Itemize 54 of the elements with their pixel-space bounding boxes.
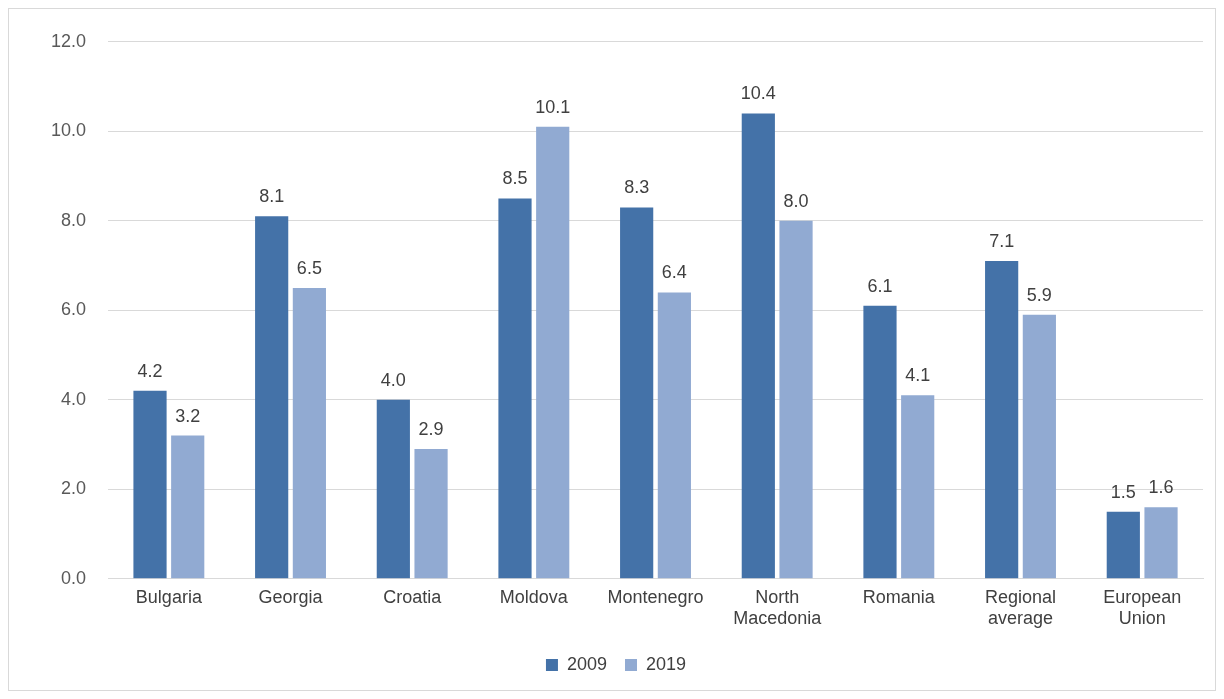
bar	[620, 207, 654, 579]
y-tick-label: 10.0	[50, 120, 87, 141]
x-tick-label: North Macedonia	[733, 586, 823, 629]
y-tick-label: 12.0	[50, 30, 87, 51]
x-tick-label: European Union	[1103, 586, 1182, 629]
bar	[292, 287, 326, 579]
bar	[133, 390, 167, 579]
x-tick-label: Moldova	[499, 586, 569, 607]
y-tick-label: 2.0	[61, 478, 87, 499]
y-tick-label: 6.0	[61, 299, 87, 320]
data-label: 2.9	[418, 418, 444, 439]
bar	[536, 126, 570, 579]
bar	[863, 305, 897, 579]
x-tick-label: Bulgaria	[135, 586, 203, 607]
bar	[779, 220, 813, 579]
bar	[1106, 511, 1140, 579]
data-label: 1.5	[1110, 481, 1136, 502]
bar	[657, 292, 691, 579]
data-label: 8.1	[259, 186, 285, 207]
bar	[985, 261, 1019, 579]
data-label: 1.6	[1148, 477, 1174, 498]
data-label: 7.1	[989, 231, 1015, 252]
bar	[255, 216, 289, 579]
legend-label: 2009	[566, 653, 607, 674]
x-tick-label: Croatia	[383, 586, 443, 607]
data-label: 3.2	[175, 405, 201, 426]
data-label: 6.1	[867, 275, 893, 296]
bar	[1022, 314, 1056, 579]
bar	[414, 449, 448, 579]
data-label: 10.1	[535, 96, 571, 117]
data-label: 6.5	[296, 257, 322, 278]
data-label: 4.2	[137, 360, 163, 381]
bar	[498, 198, 532, 579]
bar	[171, 435, 205, 579]
x-tick-label: Georgia	[258, 586, 324, 607]
legend-label: 2019	[646, 653, 687, 674]
data-label: 5.9	[1026, 284, 1052, 305]
y-tick-label: 4.0	[61, 388, 87, 409]
bar	[1144, 507, 1178, 579]
data-label: 4.0	[380, 369, 406, 390]
data-label: 10.4	[740, 83, 776, 104]
data-label: 6.4	[661, 262, 687, 283]
data-label: 4.1	[905, 365, 931, 386]
data-label: 8.5	[502, 168, 528, 189]
bar	[901, 395, 935, 579]
bar	[376, 399, 410, 579]
x-tick-label: Romania	[862, 586, 936, 607]
data-label: 8.3	[624, 177, 650, 198]
data-label: 8.0	[783, 190, 809, 211]
bar	[741, 113, 775, 579]
y-tick-label: 8.0	[61, 209, 87, 230]
x-tick-label: Montenegro	[607, 586, 704, 607]
x-tick-label: Regional average	[984, 586, 1057, 629]
y-tick-label: 0.0	[61, 567, 87, 588]
